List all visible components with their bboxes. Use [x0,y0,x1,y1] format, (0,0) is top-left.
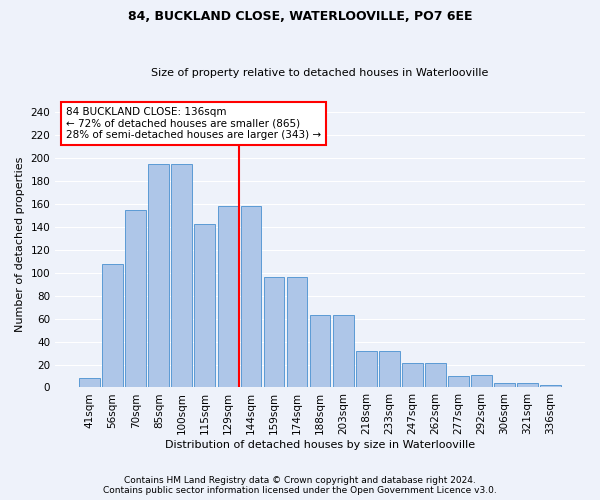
Bar [79,378,100,388]
Bar [356,351,377,388]
Bar [194,224,215,388]
Bar [471,375,492,388]
Text: Contains HM Land Registry data © Crown copyright and database right 2024.
Contai: Contains HM Land Registry data © Crown c… [103,476,497,495]
Bar [310,316,331,388]
Bar [425,364,446,388]
X-axis label: Distribution of detached houses by size in Waterlooville: Distribution of detached houses by size … [165,440,475,450]
Bar [241,206,262,388]
Bar [148,164,169,388]
Bar [540,385,561,388]
Text: 84 BUCKLAND CLOSE: 136sqm
← 72% of detached houses are smaller (865)
28% of semi: 84 BUCKLAND CLOSE: 136sqm ← 72% of detac… [66,106,321,140]
Bar [402,364,422,388]
Bar [517,383,538,388]
Text: 84, BUCKLAND CLOSE, WATERLOOVILLE, PO7 6EE: 84, BUCKLAND CLOSE, WATERLOOVILLE, PO7 6… [128,10,472,23]
Bar [102,264,123,388]
Bar [287,278,307,388]
Y-axis label: Number of detached properties: Number of detached properties [15,156,25,332]
Bar [494,383,515,388]
Title: Size of property relative to detached houses in Waterlooville: Size of property relative to detached ho… [151,68,489,78]
Bar [218,206,238,388]
Bar [379,351,400,388]
Bar [333,316,353,388]
Bar [448,376,469,388]
Bar [172,164,192,388]
Bar [125,210,146,388]
Bar [263,278,284,388]
